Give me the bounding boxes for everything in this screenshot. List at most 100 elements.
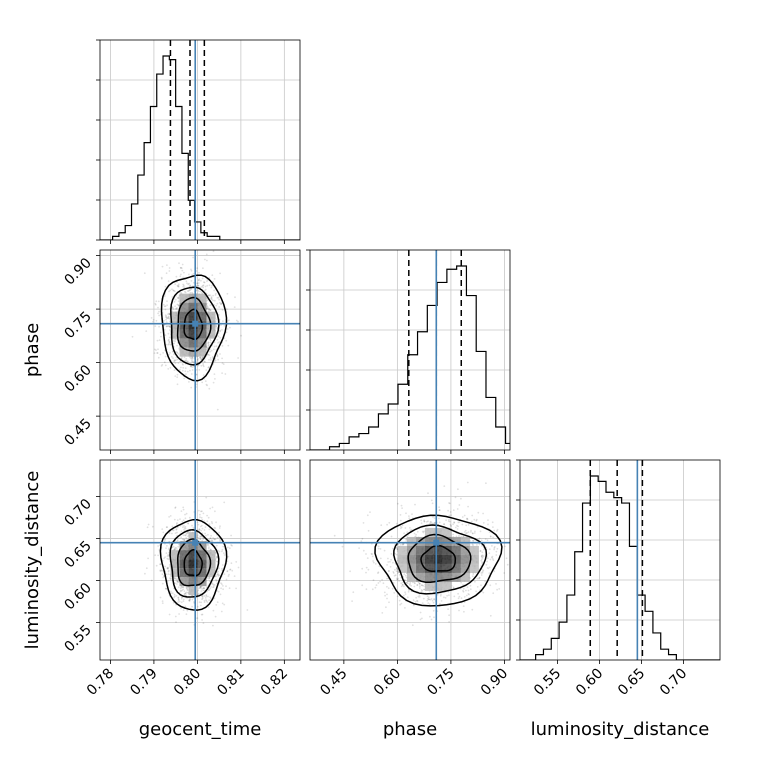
y-tick-label-phase-3: 0.90: [61, 255, 94, 288]
sample-point: [175, 528, 178, 530]
sample-point: [217, 358, 220, 361]
sample-point: [227, 575, 230, 577]
sample-point: [202, 286, 205, 289]
sample-point: [169, 543, 171, 546]
sample-point: [176, 580, 179, 583]
sample-point: [223, 324, 226, 327]
sample-point: [473, 518, 476, 521]
sample-point: [398, 599, 401, 602]
x-tick-label-luminosity_distance-1: 0.60: [573, 666, 606, 699]
sample-point: [223, 554, 226, 556]
sample-point: [199, 290, 202, 293]
sample-point: [164, 556, 167, 558]
sample-point: [161, 528, 164, 530]
sample-point: [157, 545, 160, 547]
sample-point: [341, 545, 344, 548]
sample-point: [169, 343, 172, 346]
sample-point: [369, 511, 371, 513]
sample-point: [168, 290, 170, 293]
sample-point: [154, 303, 157, 306]
sample-point: [158, 339, 161, 341]
sample-point: [211, 284, 214, 287]
sample-point: [400, 504, 403, 507]
density-cell: [170, 311, 180, 321]
sample-point: [185, 280, 188, 283]
sample-point: [199, 585, 202, 588]
sample-point: [161, 602, 164, 604]
sample-point: [512, 509, 514, 511]
density-cell: [188, 311, 198, 321]
sample-point: [365, 566, 368, 569]
sample-point: [174, 577, 177, 580]
sample-point: [471, 608, 474, 611]
sample-point: [504, 545, 506, 548]
sample-point: [173, 369, 176, 371]
sample-point: [210, 296, 213, 298]
sample-point: [187, 522, 189, 525]
sample-point: [175, 359, 177, 361]
sample-point: [197, 284, 200, 287]
density-cell: [197, 311, 207, 321]
sample-point: [154, 325, 157, 327]
sample-point: [184, 513, 186, 516]
sample-point: [192, 362, 195, 364]
sample-point: [202, 362, 205, 365]
sample-point: [217, 342, 219, 344]
sample-point: [145, 330, 148, 332]
sample-point: [199, 538, 202, 541]
sample-point: [361, 537, 364, 540]
sample-point: [177, 596, 180, 599]
sample-point: [214, 538, 217, 541]
sample-point: [180, 366, 182, 369]
sample-point: [379, 580, 381, 583]
sample-point: [156, 352, 159, 354]
sample-point: [188, 516, 191, 519]
sample-point: [372, 560, 374, 562]
sample-point: [174, 362, 177, 365]
sample-point: [162, 352, 165, 354]
sample-point: [176, 297, 179, 299]
sample-point: [235, 587, 238, 590]
sample-point: [173, 359, 176, 362]
sample-point: [214, 615, 217, 618]
sample-point: [167, 316, 170, 319]
sample-point: [173, 548, 176, 551]
sample-point: [223, 573, 226, 575]
sample-point: [383, 591, 386, 594]
sample-point: [199, 525, 202, 528]
sample-point: [458, 609, 460, 612]
sample-point: [205, 599, 207, 601]
panel-contents: [100, 250, 300, 450]
sample-point: [211, 355, 214, 358]
sample-point: [184, 592, 187, 595]
sample-point: [164, 565, 167, 568]
sample-point: [203, 599, 206, 602]
sample-point: [202, 589, 205, 592]
sample-point: [209, 341, 212, 344]
sample-point: [225, 331, 228, 334]
sample-point: [477, 511, 480, 514]
sample-point: [190, 365, 193, 368]
sample-point: [466, 518, 468, 520]
hist-bars: [100, 55, 300, 240]
sample-point: [202, 538, 205, 540]
sample-point: [183, 527, 186, 529]
sample-point: [213, 345, 216, 348]
sample-point: [200, 516, 203, 519]
sample-point: [215, 521, 218, 524]
sample-point: [213, 538, 216, 541]
sample-point: [358, 547, 360, 549]
sample-point: [159, 570, 162, 573]
hist-step-luminosity_distance: [520, 475, 720, 660]
y-tick-label-phase-2: 0.75: [61, 309, 94, 342]
sample-point: [175, 307, 178, 310]
sample-point: [209, 537, 212, 540]
sample-point: [182, 366, 185, 369]
sample-point: [168, 564, 171, 566]
sample-point: [175, 579, 178, 581]
sample-point: [166, 555, 169, 557]
sample-point: [180, 596, 183, 598]
sample-point: [174, 595, 176, 598]
sample-point: [204, 285, 207, 288]
